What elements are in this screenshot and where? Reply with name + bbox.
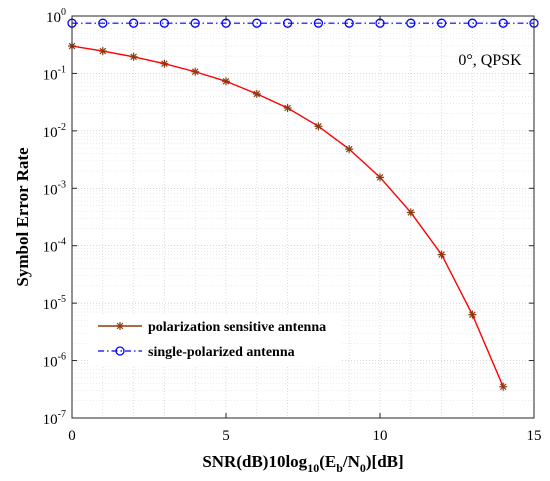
data-point — [436, 18, 447, 28]
marker-stroke — [161, 60, 168, 67]
data-point — [406, 18, 416, 28]
marker-stroke — [222, 77, 230, 85]
data-point — [283, 104, 292, 113]
data-point — [498, 18, 508, 28]
x-tick-label: 10 — [373, 428, 388, 444]
legend-marker — [115, 346, 125, 356]
marker-stroke — [499, 383, 507, 391]
x-axis-label-part: SNR(dB)10log — [202, 452, 307, 471]
x-axis-label-sub: 10 — [307, 461, 319, 475]
data-point — [128, 18, 139, 28]
legend-marker — [116, 322, 124, 330]
y-tick-label: 10-1 — [43, 64, 66, 83]
marker-stroke — [253, 90, 261, 98]
data-point — [437, 250, 446, 259]
data-point — [314, 122, 323, 131]
marker-stroke — [99, 47, 107, 55]
data-point — [406, 208, 415, 217]
x-tick-label: 15 — [527, 428, 542, 444]
y-tick-label: 10-2 — [43, 122, 66, 141]
data-point — [282, 18, 293, 28]
data-point — [345, 145, 354, 154]
legend-label: polarization sensitive antenna — [148, 320, 326, 335]
data-point — [499, 382, 508, 391]
x-axis-label-part: )[dB] — [366, 452, 404, 471]
data-point — [468, 310, 477, 319]
data-point — [129, 52, 138, 61]
y-tick-label: 10-3 — [43, 179, 66, 198]
x-tick-label: 5 — [222, 428, 230, 444]
marker-stroke — [191, 68, 199, 76]
legend: polarization sensitive antenna single-pol… — [90, 314, 342, 366]
legend-item: single-polarized antenna — [98, 345, 295, 360]
data-point — [160, 59, 169, 68]
data-point — [98, 18, 108, 28]
data-point — [98, 47, 107, 56]
data-point — [467, 18, 478, 28]
marker-stroke — [130, 53, 137, 61]
y-tick-label: 100 — [46, 7, 66, 26]
data-point — [252, 89, 261, 98]
data-point — [191, 67, 200, 76]
marker-stroke — [345, 145, 353, 153]
marker-stroke — [376, 174, 384, 181]
data-point — [190, 18, 200, 28]
data-point — [344, 18, 354, 28]
data-point — [252, 18, 262, 28]
marker-stroke — [284, 104, 291, 112]
x-tick-label: 0 — [68, 428, 76, 444]
plot-frame — [71, 15, 535, 419]
legend-box — [90, 314, 342, 366]
marker-stroke — [407, 209, 415, 216]
axis-ticks: 0 5 10 15 100 10-1 10-2 10-3 10-4 10-5 10-6 10-7 — [43, 7, 542, 444]
x-axis-label-sub: 0 — [360, 461, 366, 475]
y-axis-label: Symbol Error Rate — [13, 147, 32, 287]
data-point — [376, 173, 384, 182]
x-axis-label: SNR(dB)10log10(Eb/N0)[dB] — [202, 452, 403, 475]
annotation-label: 0°, QPSK — [458, 52, 522, 69]
y-tick-label: 10-7 — [43, 409, 66, 428]
y-tick-label: 10-6 — [43, 352, 66, 371]
marker-stroke — [116, 322, 124, 330]
x-axis-label-part: /N — [342, 452, 361, 471]
x-axis-label-part: (E — [319, 452, 336, 471]
marker-stroke — [469, 311, 476, 318]
data-point — [159, 18, 170, 28]
legend-label: single-polarized antenna — [148, 345, 295, 360]
marker-stroke — [438, 251, 445, 258]
legend-item: polarization sensitive antenna — [98, 320, 326, 335]
x-axis-label-sub: b — [336, 461, 343, 475]
data-point — [313, 18, 324, 28]
data-point — [222, 77, 230, 86]
marker-stroke — [315, 123, 322, 130]
y-tick-label: 10-5 — [43, 294, 66, 313]
y-tick-label: 10-4 — [43, 237, 66, 256]
